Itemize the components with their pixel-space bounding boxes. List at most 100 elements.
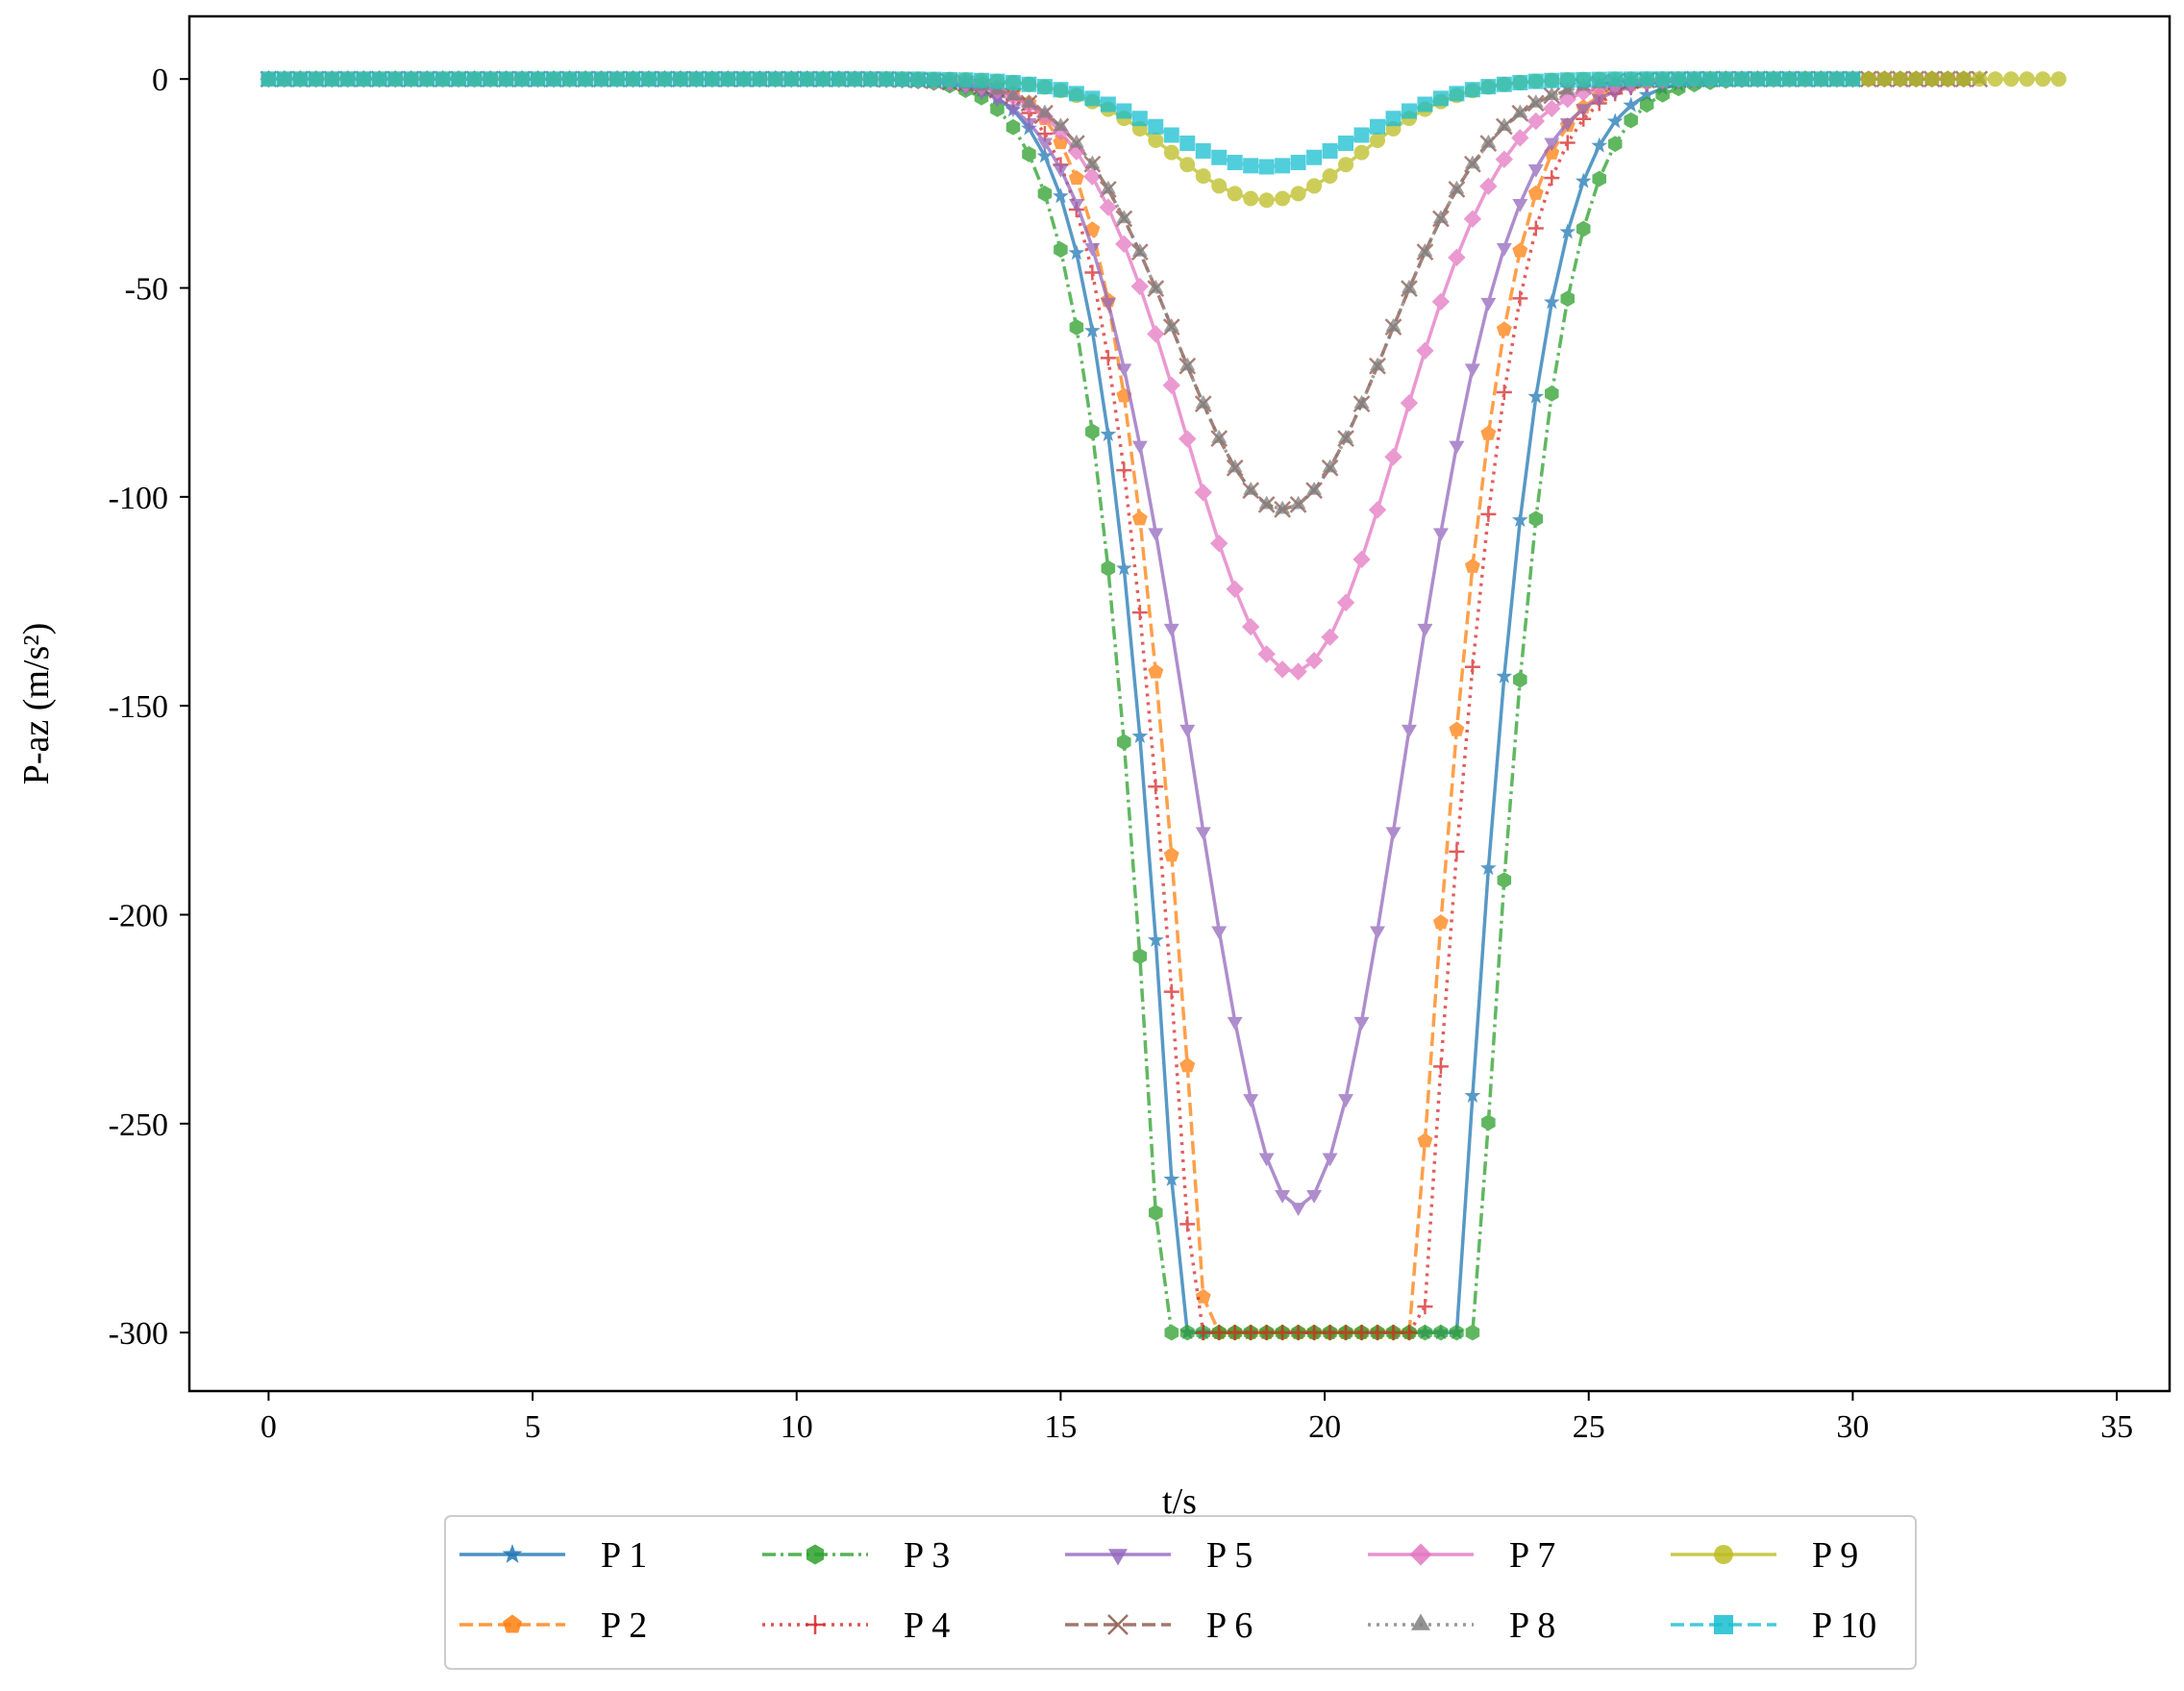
legend-marker <box>1714 1615 1733 1634</box>
data-point <box>1306 178 1323 194</box>
data-point <box>1115 560 1132 576</box>
data-point <box>1401 724 1417 738</box>
data-point <box>1433 1324 1449 1341</box>
data-point <box>1497 872 1512 889</box>
data-point <box>1401 1325 1417 1341</box>
data-point <box>1163 983 1179 1000</box>
data-point <box>593 71 609 87</box>
legend-label: P 5 <box>1206 1535 1253 1576</box>
data-point <box>1227 155 1243 171</box>
data-point <box>1417 1299 1433 1315</box>
legend-marker <box>1107 1614 1129 1635</box>
data-point <box>1021 118 1037 132</box>
data-point <box>1068 198 1084 212</box>
data-point <box>1131 111 1148 127</box>
data-point <box>1385 111 1402 127</box>
data-point <box>1876 71 1893 87</box>
data-point <box>419 71 435 87</box>
data-point <box>1623 96 1640 112</box>
data-point <box>1290 155 1306 171</box>
data-point <box>1322 1153 1338 1167</box>
legend-marker <box>503 1614 522 1633</box>
data-point <box>1306 481 1323 495</box>
data-point <box>1036 147 1054 163</box>
data-point <box>989 73 1005 89</box>
data-point <box>1257 645 1276 663</box>
y-tick-label: -200 <box>109 898 168 933</box>
data-point <box>1053 187 1069 204</box>
data-point <box>1527 220 1544 236</box>
legend-marker <box>1714 1545 1733 1564</box>
data-point <box>1591 71 1607 87</box>
data-point <box>1512 242 1528 258</box>
data-point <box>1431 292 1451 311</box>
data-point <box>1686 71 1702 87</box>
data-point <box>1179 724 1196 738</box>
data-point <box>1654 71 1671 87</box>
data-point <box>1513 671 1527 688</box>
data-point <box>1384 448 1402 466</box>
data-point <box>1148 118 1164 135</box>
data-point <box>989 93 1005 108</box>
data-point <box>1495 150 1514 168</box>
legend-item: P 1 <box>459 1535 647 1576</box>
data-point <box>1370 118 1385 135</box>
data-point <box>1481 1114 1496 1131</box>
legend-item: P 9 <box>1671 1535 1858 1576</box>
data-point <box>1131 605 1148 621</box>
data-point <box>1464 363 1480 378</box>
data-point <box>1527 73 1544 89</box>
data-point <box>1290 1203 1306 1216</box>
data-point <box>1179 1216 1196 1232</box>
data-point <box>1053 82 1069 98</box>
data-point <box>735 71 752 87</box>
data-point <box>1370 1325 1385 1341</box>
data-point <box>1258 495 1275 510</box>
data-point <box>1163 623 1179 637</box>
data-point <box>1527 94 1544 108</box>
x-tick-label: 10 <box>781 1409 813 1445</box>
data-point <box>1543 293 1560 310</box>
data-point <box>1385 1325 1402 1341</box>
data-point <box>1100 180 1116 194</box>
data-point <box>1275 158 1291 174</box>
series-p10 <box>261 71 1861 175</box>
data-point <box>1179 1324 1195 1341</box>
data-point <box>1069 319 1084 336</box>
data-point <box>1211 178 1228 194</box>
data-point <box>847 71 863 87</box>
data-point <box>942 71 958 87</box>
data-point <box>672 71 688 87</box>
data-point <box>1116 462 1132 479</box>
data-point <box>1275 1325 1291 1341</box>
data-point <box>514 71 531 87</box>
data-point <box>1163 144 1179 161</box>
data-point <box>1290 186 1306 202</box>
data-point <box>1243 1325 1259 1341</box>
data-point <box>1449 440 1465 455</box>
data-point <box>1353 1325 1370 1341</box>
data-point <box>1306 1190 1323 1204</box>
data-point <box>1972 71 1988 87</box>
data-point <box>1432 90 1449 107</box>
x-tick-label: 5 <box>525 1409 541 1445</box>
data-point <box>640 71 657 87</box>
legend-box <box>444 1515 1917 1670</box>
data-point <box>1559 81 1576 95</box>
data-point <box>1702 71 1719 87</box>
legend-label: P 3 <box>904 1535 950 1576</box>
data-point <box>1147 325 1165 343</box>
data-point <box>578 71 593 87</box>
data-point <box>1353 1016 1370 1031</box>
data-point <box>1526 112 1545 131</box>
legend-item: P 3 <box>762 1535 950 1576</box>
plot-background <box>189 16 2170 1391</box>
data-point <box>1022 145 1036 162</box>
data-point <box>1211 1325 1228 1341</box>
data-point <box>1084 242 1101 257</box>
data-point <box>1243 158 1259 174</box>
data-point <box>1227 1016 1243 1031</box>
data-point <box>1480 134 1497 148</box>
data-point <box>1370 926 1385 940</box>
